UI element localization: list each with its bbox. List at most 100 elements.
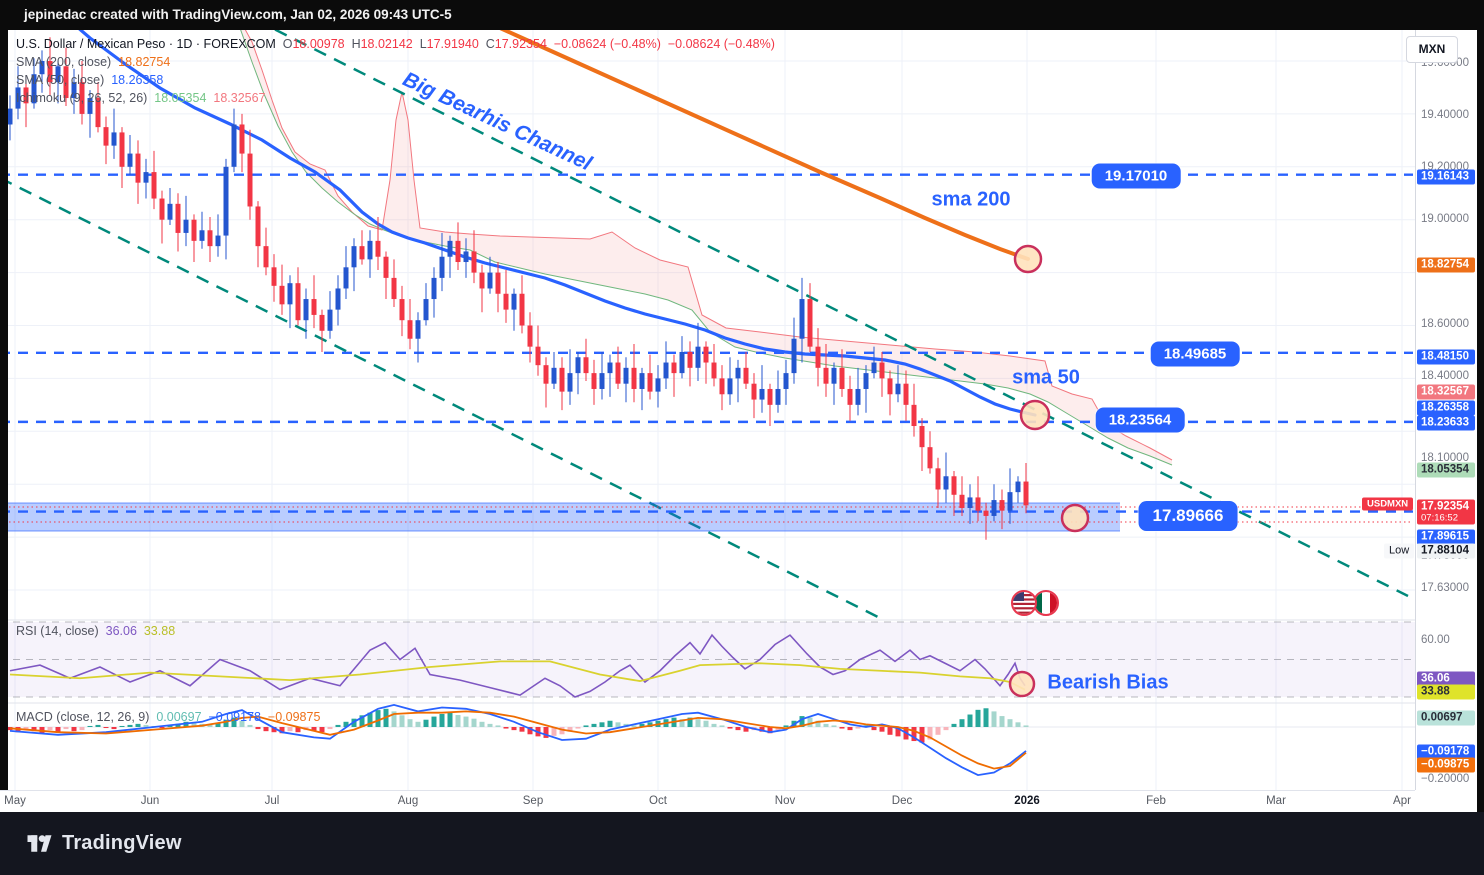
price-scale-tick: 18.10000 [1421,452,1469,464]
candle-body [159,198,165,220]
macd-histogram-bar [295,727,301,733]
macd-histogram-bar [463,716,469,727]
low-label: L [419,37,427,51]
macd-histogram-bar [743,727,749,732]
rsi-ma-line[interactable] [9,660,1026,691]
price-scale-tick: −0.20000 [1421,773,1470,785]
candle-body [71,82,77,99]
symbol-legend-row[interactable]: U.S. Dollar / Mexican Peso · 1D · FOREXC… [16,36,775,53]
time-axis-label: May [4,795,26,807]
macd-histogram-bar [615,722,621,727]
highlight-circle-marker[interactable] [1019,399,1051,431]
candle-body [815,346,821,368]
time-axis[interactable]: May Jun Jul Aug Sep Oct Nov Dec 2026 Feb Mar Apr [0,790,1415,813]
symbol-title[interactable]: U.S. Dollar / Mexican Peso · 1D · FOREXC… [16,37,276,51]
macd-histogram-bar [143,724,149,727]
candle-body [799,299,805,339]
macd-histogram-bar [407,719,413,727]
sma200-legend-row[interactable]: SMA (200, close) 18.82754 [16,54,775,71]
annotation-sma50[interactable]: sma 50 [1012,366,1080,389]
candle-body [87,98,93,114]
macd-histogram-bar [823,723,829,727]
candle-body [39,61,45,75]
candle-body [943,476,949,490]
candle-body [111,132,117,146]
annotation-sma200[interactable]: sma 200 [931,188,1011,211]
sma200-line[interactable] [460,30,1030,261]
candle-body [31,74,37,104]
tradingview-logo[interactable]: TradingView [26,830,182,857]
annotation-bearish[interactable]: Bearish Bias [1047,671,1169,694]
macd-histogram-bar [527,727,533,735]
macd-histogram-bar [1015,722,1021,727]
macd-signal-value: −0.09875 [267,710,321,724]
macd-histogram-bar [95,724,101,727]
macd-histogram-bar [31,727,37,732]
candle-body [255,206,261,247]
highlight-circle-marker[interactable] [1008,670,1036,698]
support-zone[interactable] [0,503,1120,531]
macd-histogram-bar [47,727,53,731]
trend-channel-line[interactable] [216,30,1409,598]
macd-histogram-bar [423,719,429,727]
sma50-label: SMA (50, close) [16,73,105,87]
price-scale-badge: 18.26358 [1417,400,1475,416]
candle-body [223,166,229,236]
candle-body [207,230,213,247]
candle-body [735,367,741,379]
candle-body [615,362,621,384]
candle-body [551,367,557,384]
candle-body [199,230,205,241]
highlight-circle-marker[interactable] [1060,503,1090,533]
macd-line[interactable] [9,703,1027,777]
right-window-edge [1477,30,1484,812]
time-axis-label: Aug [397,795,419,807]
macd-legend-row[interactable]: MACD (close, 12, 26, 9) 0.00697 −0.09178… [16,710,320,724]
chart-plot-area[interactable] [0,30,1415,790]
candle-body [15,87,21,109]
candle-body [407,320,413,339]
highlight-circle-marker[interactable] [1013,244,1043,274]
candle-body [951,476,957,495]
macd-histogram-bar [367,712,373,727]
rsi-line[interactable] [9,633,1026,698]
macd-histogram-bar [1007,719,1013,727]
candle-body [831,367,837,384]
tradingview-logo-text: TradingView [62,832,182,854]
attribution-text: jepinedac created with TradingView.com, … [24,7,452,22]
macd-histogram-bar [895,727,901,737]
price-scale-badge: 17.92354 07:16:52 [1417,499,1475,525]
macd-signal-line[interactable] [9,710,1027,770]
macd-histogram-bar [223,719,229,727]
open-label: O [282,37,293,51]
candle-body [623,367,629,384]
sma50-legend-row[interactable]: SMA (50, close) 18.26358 [16,72,775,89]
macd-histogram-bar [175,723,181,727]
time-axis-label: Dec [891,795,913,807]
candle-body [143,172,149,183]
macd-line-value: −0.09178 [208,710,261,724]
macd-histogram-bar [695,719,701,727]
candle-body [927,447,933,469]
candle-body [711,362,717,379]
candle-body [367,240,373,260]
candle-body [975,497,981,511]
candle-body [767,388,773,405]
macd-histogram-bar [359,715,365,727]
trend-channel-line[interactable] [0,176,883,621]
macd-histogram-bar [943,727,949,731]
macd-histogram-bar [703,720,709,727]
price-scale[interactable]: 19.60000 19.40000 19.20000 19.00000 18.60000… [1415,30,1477,790]
candle-body [599,373,605,389]
us-flag-canton [1013,592,1024,601]
candle-body [879,362,885,379]
sma50-line[interactable] [55,30,1037,417]
price-scale-badge: 17.89615 [1417,529,1475,545]
macd-histogram-bar [783,725,789,727]
ichimoku-legend-row[interactable]: Ichimoku (9, 26, 52, 26) 18.05354 18.325… [16,90,775,107]
candle-body [383,256,389,278]
currency-unit-button[interactable]: MXN [1406,36,1458,63]
candle-body [703,346,709,363]
macd-histogram-bar [391,711,397,727]
rsi-legend-row[interactable]: RSI (14, close) 36.06 33.88 [16,624,175,638]
